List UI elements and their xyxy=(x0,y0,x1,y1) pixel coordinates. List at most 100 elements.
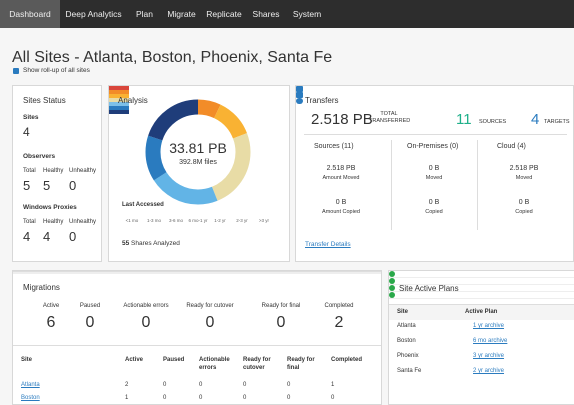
plan-link[interactable]: 3 yr archive xyxy=(473,353,505,359)
copied: 0 B xyxy=(428,199,440,206)
summary-value: 0 xyxy=(205,314,215,331)
divider xyxy=(13,271,381,272)
summary-label: Completed xyxy=(324,303,354,309)
legend-swatch xyxy=(109,86,129,90)
targets: 4 xyxy=(531,111,540,128)
summary-label: Ready for final xyxy=(261,303,301,309)
legend-label: 6 mo-1 yr xyxy=(188,218,208,223)
nav-item[interactable]: System xyxy=(292,9,322,19)
table-cell: 1 xyxy=(331,382,335,388)
legend-label: 2-3 yr xyxy=(236,218,248,223)
nav-item[interactable]: Dashboard xyxy=(0,0,60,28)
card-title: Migrations xyxy=(23,283,60,292)
column-icon xyxy=(296,86,303,92)
site-plans-card: Site Active Plans Site Active Plan Atlanta… xyxy=(388,270,574,405)
table-header: Ready for final xyxy=(287,357,315,371)
table-cell: 2 xyxy=(125,382,129,388)
table-cell: 0 xyxy=(331,395,335,401)
nav-item[interactable]: Deep Analytics xyxy=(65,9,122,19)
transfers-card: Transfers 2.518 PB TOTAL TRANSFERRED 11 … xyxy=(295,85,574,262)
sites-status-card: Sites Status Sites 4 Observers Windows P… xyxy=(12,85,102,262)
summary-value: 0 xyxy=(141,314,151,331)
copied-label: Copied xyxy=(515,209,533,215)
moved-label: Amount Moved xyxy=(322,175,360,181)
nav-item[interactable]: Shares xyxy=(252,9,280,19)
moved: 2.518 PB xyxy=(326,165,356,172)
moved-label: Moved xyxy=(425,175,443,181)
summary-label: Paused xyxy=(79,303,101,309)
summary-value: 2 xyxy=(334,314,344,331)
table-cell: 0 xyxy=(199,395,203,401)
legend-swatch xyxy=(109,106,129,110)
divider xyxy=(13,345,381,346)
total: 2.518 PB xyxy=(311,111,373,128)
card-title: Sites Status xyxy=(23,96,66,105)
table-cell: Boston xyxy=(397,338,416,344)
legend-swatch xyxy=(109,90,129,94)
table-header: Site xyxy=(397,309,409,315)
legend-swatch xyxy=(109,94,129,98)
card-title: Analysis xyxy=(118,96,148,105)
donut-segment xyxy=(145,99,251,205)
legend-swatch xyxy=(109,98,129,102)
column-title: Sources (11) xyxy=(314,143,354,150)
table-header: Site xyxy=(21,357,33,363)
summary-value: 0 xyxy=(276,314,286,331)
summary-label: Actionable errors xyxy=(123,303,169,309)
col-label: Unhealthy xyxy=(69,219,97,225)
nav-item[interactable]: Plan xyxy=(135,9,153,19)
table-header: Completed xyxy=(331,357,363,363)
rollup-label[interactable]: Show roll-up of all sites xyxy=(23,67,90,74)
shares-count: 55 xyxy=(122,240,130,247)
site-link[interactable]: Boston xyxy=(21,395,40,401)
divider xyxy=(389,304,574,305)
table-cell: 0 xyxy=(243,395,247,401)
check-icon xyxy=(389,285,395,291)
summary-label: Ready for cutover xyxy=(186,303,234,309)
nav-item[interactable]: Replicate xyxy=(206,9,242,19)
legend-label: >3 yr xyxy=(258,218,270,223)
table-cell: Atlanta xyxy=(397,323,416,329)
sources-label: SOURCES xyxy=(479,119,507,125)
label: Observers xyxy=(23,153,56,160)
plan-link[interactable]: 1 yr archive xyxy=(473,323,505,329)
legend-label: 1-2 yr xyxy=(214,218,226,223)
moved: 2.518 PB xyxy=(509,165,539,172)
table-cell: 0 xyxy=(199,382,203,388)
table-cell: Santa Fe xyxy=(397,368,422,374)
copied: 0 B xyxy=(518,199,530,206)
table-header: Paused xyxy=(163,357,185,363)
label: Sites xyxy=(23,114,39,121)
transfer-details-link[interactable]: Transfer Details xyxy=(305,241,351,248)
nav-item[interactable]: Migrate xyxy=(167,9,196,19)
divider xyxy=(389,277,574,278)
sources: 11 xyxy=(456,111,472,128)
copied: 0 B xyxy=(335,199,347,206)
col-label: Total xyxy=(23,168,36,174)
top-nav: Dashboard Deep Analytics Plan Migrate Replic… xyxy=(0,0,574,28)
divider xyxy=(13,273,381,274)
check-icon xyxy=(389,271,395,277)
table-header: Actionable errors xyxy=(199,357,230,371)
checkbox[interactable] xyxy=(13,68,19,74)
column-icon xyxy=(296,98,303,104)
table-header: Ready for cutover xyxy=(243,357,271,371)
column-title: On-Premises (0) xyxy=(407,143,459,150)
value: 0 xyxy=(69,178,77,193)
total: 33.81 PB xyxy=(169,140,227,156)
label: Last Accessed xyxy=(122,202,164,208)
files: 392.8M files xyxy=(179,159,217,166)
plan-link[interactable]: 6 mo archive xyxy=(473,338,508,344)
value: 5 xyxy=(23,178,31,193)
plan-link[interactable]: 2 yr archive xyxy=(473,368,505,374)
table-cell: Phoenix xyxy=(397,353,419,359)
divider xyxy=(477,140,478,230)
column-icon xyxy=(296,92,303,98)
legend-swatch xyxy=(109,102,129,106)
site-link[interactable]: Atlanta xyxy=(21,382,40,388)
copied-label: Copied xyxy=(425,209,443,215)
copied-label: Amount Copied xyxy=(322,209,360,215)
summary-label: Active xyxy=(42,303,60,309)
donut-segment xyxy=(145,99,251,205)
value: 4 xyxy=(23,125,30,139)
